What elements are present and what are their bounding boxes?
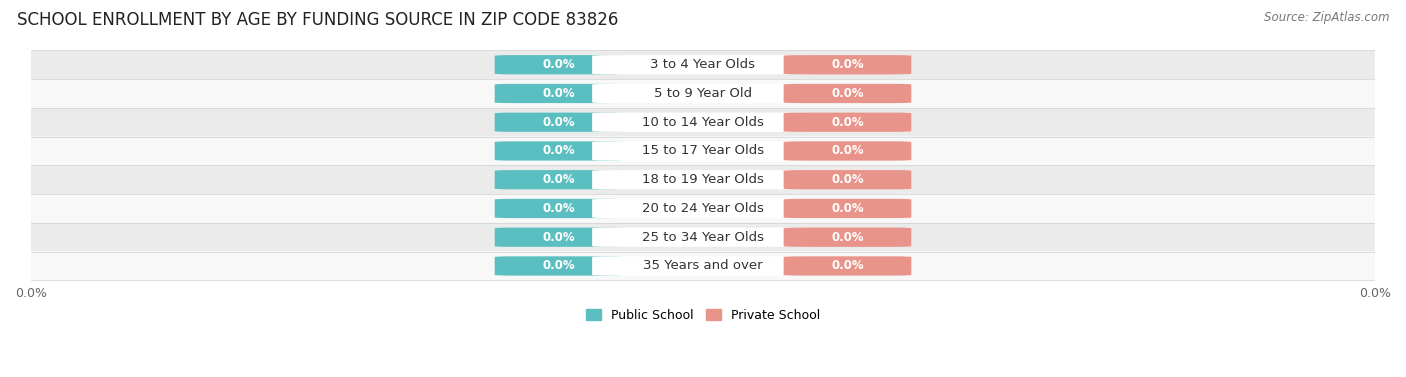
FancyBboxPatch shape [592, 141, 814, 161]
FancyBboxPatch shape [783, 170, 911, 189]
FancyBboxPatch shape [495, 199, 623, 218]
Text: 0.0%: 0.0% [543, 259, 575, 273]
Text: 0.0%: 0.0% [543, 144, 575, 158]
Text: 0.0%: 0.0% [831, 231, 863, 244]
FancyBboxPatch shape [783, 55, 911, 74]
FancyBboxPatch shape [495, 55, 623, 74]
FancyBboxPatch shape [592, 228, 814, 247]
FancyBboxPatch shape [592, 55, 814, 74]
Text: 0.0%: 0.0% [831, 58, 863, 71]
Text: 20 to 24 Year Olds: 20 to 24 Year Olds [643, 202, 763, 215]
FancyBboxPatch shape [783, 228, 911, 247]
FancyBboxPatch shape [592, 256, 814, 276]
Text: SCHOOL ENROLLMENT BY AGE BY FUNDING SOURCE IN ZIP CODE 83826: SCHOOL ENROLLMENT BY AGE BY FUNDING SOUR… [17, 11, 619, 29]
FancyBboxPatch shape [783, 141, 911, 161]
Text: 0.0%: 0.0% [831, 173, 863, 186]
FancyBboxPatch shape [31, 194, 1375, 223]
Text: 0.0%: 0.0% [543, 116, 575, 129]
FancyBboxPatch shape [31, 166, 1375, 194]
Text: 0.0%: 0.0% [543, 58, 575, 71]
FancyBboxPatch shape [495, 84, 623, 103]
Text: 0.0%: 0.0% [831, 87, 863, 100]
Text: 5 to 9 Year Old: 5 to 9 Year Old [654, 87, 752, 100]
Legend: Public School, Private School: Public School, Private School [581, 304, 825, 327]
Text: 15 to 17 Year Olds: 15 to 17 Year Olds [643, 144, 763, 158]
FancyBboxPatch shape [495, 141, 623, 161]
Text: 10 to 14 Year Olds: 10 to 14 Year Olds [643, 116, 763, 129]
FancyBboxPatch shape [495, 228, 623, 247]
FancyBboxPatch shape [592, 170, 814, 189]
FancyBboxPatch shape [31, 251, 1375, 280]
FancyBboxPatch shape [783, 256, 911, 276]
FancyBboxPatch shape [783, 113, 911, 132]
FancyBboxPatch shape [592, 199, 814, 218]
FancyBboxPatch shape [495, 170, 623, 189]
FancyBboxPatch shape [31, 51, 1375, 79]
FancyBboxPatch shape [592, 84, 814, 103]
Text: Source: ZipAtlas.com: Source: ZipAtlas.com [1264, 11, 1389, 24]
Text: 0.0%: 0.0% [831, 202, 863, 215]
Text: 0.0%: 0.0% [543, 231, 575, 244]
Text: 0.0%: 0.0% [543, 87, 575, 100]
Text: 0.0%: 0.0% [831, 116, 863, 129]
FancyBboxPatch shape [592, 113, 814, 132]
FancyBboxPatch shape [31, 223, 1375, 251]
FancyBboxPatch shape [783, 84, 911, 103]
Text: 0.0%: 0.0% [543, 202, 575, 215]
FancyBboxPatch shape [31, 79, 1375, 108]
Text: 25 to 34 Year Olds: 25 to 34 Year Olds [643, 231, 763, 244]
FancyBboxPatch shape [495, 256, 623, 276]
FancyBboxPatch shape [495, 113, 623, 132]
FancyBboxPatch shape [31, 136, 1375, 166]
Text: 0.0%: 0.0% [831, 144, 863, 158]
FancyBboxPatch shape [783, 199, 911, 218]
Text: 35 Years and over: 35 Years and over [643, 259, 763, 273]
Text: 3 to 4 Year Olds: 3 to 4 Year Olds [651, 58, 755, 71]
Text: 18 to 19 Year Olds: 18 to 19 Year Olds [643, 173, 763, 186]
Text: 0.0%: 0.0% [543, 173, 575, 186]
Text: 0.0%: 0.0% [831, 259, 863, 273]
FancyBboxPatch shape [31, 108, 1375, 136]
